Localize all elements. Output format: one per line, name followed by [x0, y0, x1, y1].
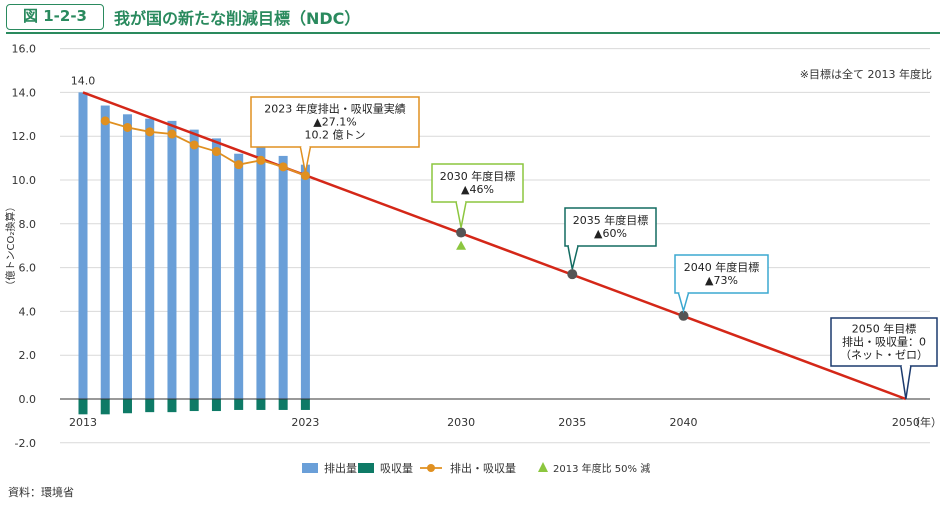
absorption-bar: [256, 399, 265, 410]
y-tick-label: 4.0: [19, 305, 37, 318]
callout-pointer: [568, 246, 578, 269]
callout-text: 2023 年度排出・吸収量実績: [264, 102, 406, 116]
legend-swatch-half: [538, 462, 548, 472]
callout-text: 2050 年目標: [852, 322, 917, 336]
y-tick-label: 10.0: [12, 174, 37, 187]
absorption-bar: [101, 399, 110, 414]
emission-bar: [212, 138, 221, 399]
callout-target-2030: 2030 年度目標▲46%: [432, 164, 523, 228]
x-axis-unit: （年）: [909, 415, 942, 429]
y-tick-label: 14.0: [12, 86, 37, 99]
callout-target-2040: 2040 年度目標▲73%: [675, 255, 768, 311]
absorption-bar: [79, 399, 88, 414]
emission-bar: [145, 119, 154, 399]
net-point: [123, 123, 132, 132]
absorption-bar: [123, 399, 132, 413]
absorption-bar: [212, 399, 221, 411]
callout-text: ▲73%: [705, 274, 738, 287]
callout-text: 2040 年度目標: [684, 260, 760, 274]
callout-text: 10.2 億トン: [305, 129, 366, 142]
net-point: [279, 162, 288, 171]
net-point: [212, 147, 221, 156]
callout-text: （ネット・ゼロ）: [840, 349, 928, 362]
legend-swatch-net-dot: [427, 464, 435, 472]
net-point: [256, 156, 265, 165]
value-label-2013: 14.0: [71, 74, 96, 87]
callout-pointer: [901, 366, 911, 399]
x-tick-label: 2023: [291, 416, 319, 429]
source-note: 資料：環境省: [8, 484, 74, 500]
y-tick-label: 12.0: [12, 130, 37, 143]
net-point: [190, 140, 199, 149]
net-point: [101, 116, 110, 125]
net-point: [145, 127, 154, 136]
absorption-bar: [145, 399, 154, 412]
emission-bar: [234, 154, 243, 399]
absorption-bar: [301, 399, 310, 410]
x-tick-label: 2035: [558, 416, 586, 429]
callout-text: ▲27.1%: [313, 116, 356, 129]
emission-bar: [301, 165, 310, 399]
x-tick-label: 2013: [69, 416, 97, 429]
emission-bar: [256, 147, 265, 399]
emission-bar: [123, 114, 132, 399]
ndc-chart: 16.0 14.0 12.0 10.0 8.0 6.0 4.0 2.0 0.0 -2.0 （億トン…: [0, 0, 946, 506]
emission-bar: [79, 92, 88, 399]
callout-target-2035: 2035 年度目標▲60%: [565, 208, 656, 269]
x-tick-label: 2030: [447, 416, 475, 429]
callout-pointer: [678, 293, 688, 311]
emission-bar: [101, 106, 110, 399]
y-tick-label: 8.0: [19, 218, 37, 231]
y-axis-label: （億トンCO₂換算）: [4, 202, 17, 291]
target-line: [83, 92, 906, 399]
net-point: [234, 160, 243, 169]
absorption-bar: [234, 399, 243, 410]
legend-label-absorption: 吸収量: [380, 462, 413, 475]
absorption-bar: [167, 399, 176, 412]
legend-swatch-absorption: [358, 463, 374, 473]
callout-text: ▲46%: [461, 183, 494, 196]
callout-text: 排出・吸収量：0: [842, 335, 926, 349]
callout-text: 2030 年度目標: [440, 169, 516, 183]
legend-label-emission: 排出量: [324, 461, 357, 475]
emission-bar: [167, 121, 176, 399]
y-tick-label: 16.0: [12, 43, 37, 56]
target-point: [567, 269, 577, 279]
callout-text: ▲60%: [594, 227, 627, 240]
legend-label-half: 2013 年度比 50% 減: [553, 462, 650, 475]
emission-bar: [190, 130, 199, 399]
legend: 排出量 吸収量 排出・吸収量 2013 年度比 50% 減: [302, 461, 650, 475]
callout-2023: 2023 年度排出・吸収量実績▲27.1%10.2 億トン: [251, 97, 419, 173]
y-tick-label: -2.0: [15, 437, 36, 450]
emission-bar: [279, 156, 288, 399]
y-tick-label: 0.0: [19, 393, 37, 406]
y-tick-label: 2.0: [19, 349, 37, 362]
half-reduction-marker: [456, 241, 466, 250]
x-axis-ticks: 2013 2023 2030 2035 2040 2050（年）: [69, 415, 942, 429]
y-tick-label: 6.0: [19, 262, 37, 275]
legend-swatch-emission: [302, 463, 318, 473]
net-point: [167, 130, 176, 139]
legend-label-net: 排出・吸収量: [450, 461, 516, 475]
absorption-bar: [279, 399, 288, 410]
chart-note: ※目標は全て 2013 年度比: [800, 67, 932, 81]
callout-text: 2035 年度目標: [573, 213, 649, 227]
target-line-group: [83, 92, 906, 399]
x-tick-label: 2040: [669, 416, 697, 429]
absorption-bar: [190, 399, 199, 411]
target-point: [456, 228, 466, 238]
